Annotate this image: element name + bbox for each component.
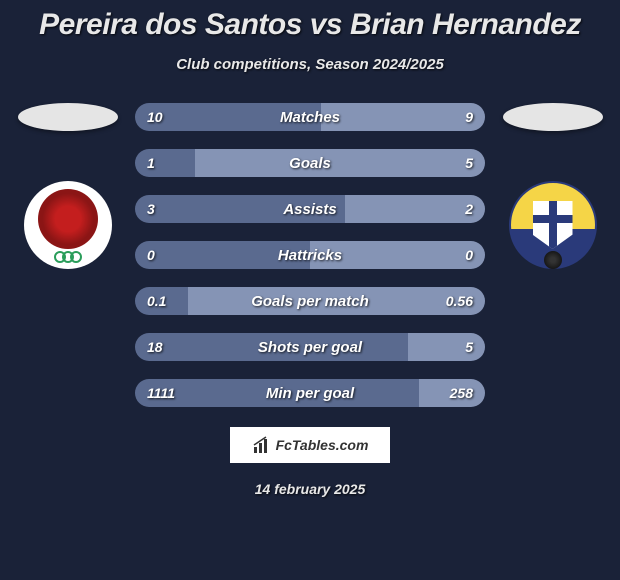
- stat-label: Matches: [280, 109, 340, 126]
- stat-row: 1111 Min per goal 258: [135, 379, 485, 407]
- stat-overlay: 3 Assists 2: [135, 195, 485, 223]
- stats-bars: 10 Matches 9 1 Goals 5 3 Assists 2 0 Hattricks 0 0.1…: [130, 103, 490, 407]
- stat-left-value: 1111: [147, 385, 175, 401]
- stat-right-value: 258: [450, 385, 473, 401]
- stat-label: Goals: [289, 155, 331, 172]
- right-player-ellipse: [503, 103, 603, 131]
- badge-rings-icon: [43, 251, 93, 263]
- stat-right-value: 5: [465, 155, 473, 171]
- stat-overlay: 1 Goals 5: [135, 149, 485, 177]
- stat-label: Min per goal: [266, 385, 354, 402]
- stat-left-value: 10: [147, 109, 163, 125]
- stat-row: 0 Hattricks 0: [135, 241, 485, 269]
- page-title: Pereira dos Santos vs Brian Hernandez: [0, 8, 620, 42]
- logo-text: FcTables.com: [276, 437, 369, 453]
- stat-row: 0.1 Goals per match 0.56: [135, 287, 485, 315]
- stat-right-value: 0: [465, 247, 473, 263]
- chart-icon: [252, 435, 272, 455]
- main-content: 10 Matches 9 1 Goals 5 3 Assists 2 0 Hattricks 0 0.1…: [0, 103, 620, 407]
- right-club-column: [490, 103, 615, 269]
- stat-right-value: 5: [465, 339, 473, 355]
- stat-right-value: 0.56: [446, 293, 473, 309]
- badge-ball-icon: [544, 251, 562, 269]
- left-player-ellipse: [18, 103, 118, 131]
- stat-left-value: 0: [147, 247, 155, 263]
- stat-row: 1 Goals 5: [135, 149, 485, 177]
- right-club-badge: [509, 181, 597, 269]
- date-label: 14 february 2025: [0, 481, 620, 497]
- stat-row: 3 Assists 2: [135, 195, 485, 223]
- stat-left-value: 0.1: [147, 293, 166, 309]
- stat-right-value: 2: [465, 201, 473, 217]
- stat-label: Hattricks: [278, 247, 342, 264]
- comparison-infographic: Pereira dos Santos vs Brian Hernandez Cl…: [0, 0, 620, 580]
- left-club-badge: [24, 181, 112, 269]
- stat-label: Shots per goal: [258, 339, 362, 356]
- stat-label: Goals per match: [251, 293, 369, 310]
- stat-row: 10 Matches 9: [135, 103, 485, 131]
- subtitle: Club competitions, Season 2024/2025: [0, 56, 620, 73]
- stat-overlay: 0 Hattricks 0: [135, 241, 485, 269]
- stat-left-value: 1: [147, 155, 155, 171]
- stat-row: 18 Shots per goal 5: [135, 333, 485, 361]
- stat-overlay: 0.1 Goals per match 0.56: [135, 287, 485, 315]
- badge-emblem-icon: [38, 189, 98, 249]
- stat-overlay: 1111 Min per goal 258: [135, 379, 485, 407]
- left-club-column: [5, 103, 130, 269]
- stat-overlay: 18 Shots per goal 5: [135, 333, 485, 361]
- stat-label: Assists: [283, 201, 336, 218]
- badge-shield-icon: [533, 201, 573, 249]
- stat-right-value: 9: [465, 109, 473, 125]
- stat-left-value: 3: [147, 201, 155, 217]
- site-logo: FcTables.com: [230, 427, 390, 463]
- stat-overlay: 10 Matches 9: [135, 103, 485, 131]
- stat-left-value: 18: [147, 339, 163, 355]
